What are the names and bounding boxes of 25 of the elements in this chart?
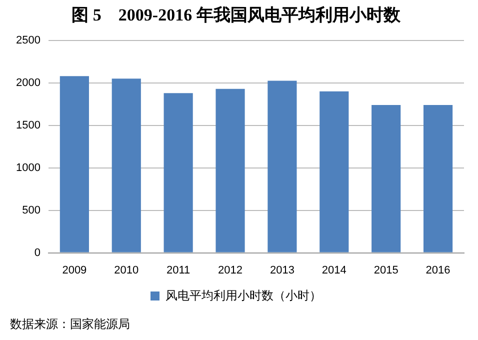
x-tick-label: 2010 bbox=[114, 264, 139, 276]
y-tick-label: 2500 bbox=[16, 34, 40, 46]
bar bbox=[60, 76, 89, 252]
y-tick-label: 0 bbox=[34, 246, 40, 259]
chart-title: 图 5 2009-2016 年我国风电平均利用小时数 bbox=[72, 6, 402, 25]
x-tick-label: 2009 bbox=[62, 264, 87, 276]
bar bbox=[320, 91, 349, 252]
bar bbox=[216, 88, 245, 252]
bar bbox=[372, 104, 401, 252]
x-tick-label: 2011 bbox=[166, 264, 190, 276]
x-tick-label: 2016 bbox=[426, 264, 450, 276]
x-tick-label: 2012 bbox=[218, 264, 243, 276]
y-tick-label: 500 bbox=[22, 204, 40, 216]
bar bbox=[112, 78, 141, 252]
source-note: 数据来源：国家能源局 bbox=[10, 316, 130, 333]
y-tick-label: 2000 bbox=[16, 76, 40, 89]
x-tick-label: 2014 bbox=[322, 264, 346, 276]
legend-label: 风电平均利用小时数（小时） bbox=[166, 288, 322, 302]
x-tick-label: 2015 bbox=[374, 264, 398, 276]
y-tick-label: 1000 bbox=[16, 162, 40, 174]
bar bbox=[423, 104, 453, 252]
bar bbox=[268, 80, 297, 252]
bar bbox=[164, 93, 193, 252]
x-tick-label: 2013 bbox=[270, 264, 294, 276]
y-tick-label: 1500 bbox=[16, 119, 40, 132]
